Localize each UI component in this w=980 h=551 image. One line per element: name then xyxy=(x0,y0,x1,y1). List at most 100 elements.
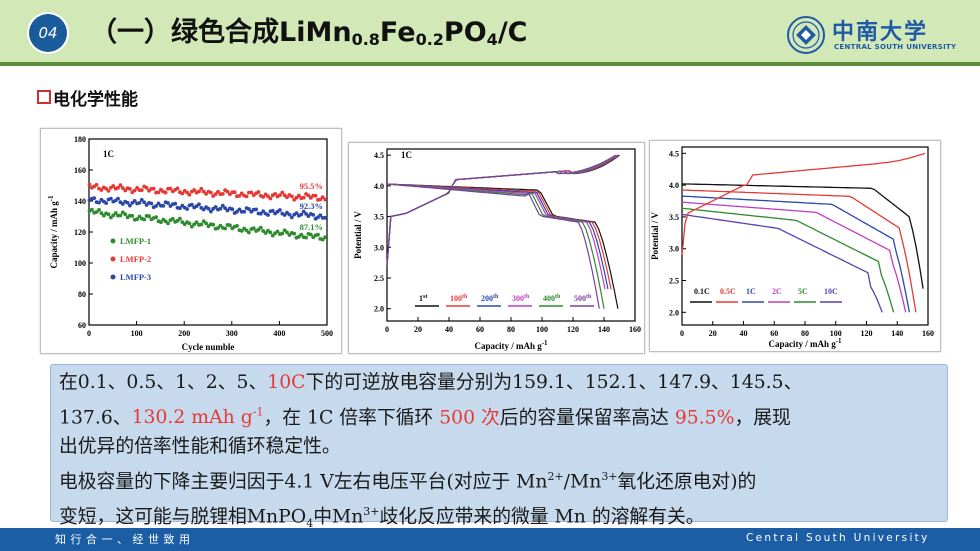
y-tick-label: 4.5 xyxy=(669,149,679,158)
data-point-lmfp-1 xyxy=(130,214,135,218)
y-tick-label: 4.0 xyxy=(669,181,679,190)
data-point-lmfp-3 xyxy=(142,200,147,205)
legend-label-lmfp-2: LMFP-2 xyxy=(120,254,151,264)
charge-curve-500 xyxy=(386,154,616,266)
data-point-lmfp-2 xyxy=(144,185,149,190)
title-po: PO xyxy=(443,17,487,48)
charge-curve-0.5C xyxy=(681,152,926,256)
data-point-lmfp-2 xyxy=(106,189,111,193)
data-point-lmfp-1 xyxy=(159,220,163,225)
data-point-lmfp-2 xyxy=(111,184,116,188)
data-point-lmfp-2 xyxy=(156,190,161,195)
data-point-lmfp-3 xyxy=(120,202,125,206)
discharge-curve-5C xyxy=(681,207,895,313)
discharge-curve-500 xyxy=(386,183,600,309)
x-axis-label: Capacity / mAh g-1 xyxy=(768,337,842,349)
data-point-lmfp-1 xyxy=(320,237,325,242)
y-tick-label: 140 xyxy=(74,197,86,206)
summary-line-2: 137.6、130.2 mAh g-1，在 1C 倍率下循环 500 次后的容量… xyxy=(59,398,939,433)
data-point-lmfp-1 xyxy=(239,229,244,233)
text-highlight: 500 次 xyxy=(439,406,500,428)
data-point-lmfp-1 xyxy=(194,220,199,225)
y-tick-label: 3.5 xyxy=(374,213,384,222)
data-point-lmfp-2 xyxy=(199,186,204,191)
summary-line-5: 变短，这可能与脱锂相MnPO4中Mn3+歧化反应带来的微量 Mn 的溶解有关。 xyxy=(59,497,939,539)
data-point-lmfp-3 xyxy=(318,213,323,218)
x-tick-label: 60 xyxy=(476,325,484,334)
text-sup: 3+ xyxy=(363,504,380,518)
text-highlight: 10C xyxy=(267,372,306,393)
legend-marker-lmfp-1 xyxy=(110,238,116,244)
data-point-lmfp-1 xyxy=(90,207,94,212)
legend: LMFP-1 LMFP-2 LMFP-3 xyxy=(110,236,151,282)
data-point-lmfp-2 xyxy=(261,195,266,199)
data-point-lmfp-2 xyxy=(185,190,190,195)
title-prefix: （一）绿色合成LiMn xyxy=(90,17,352,48)
retention-label-lmfp-3: 92.3% xyxy=(300,201,323,211)
data-point-lmfp-3 xyxy=(104,201,108,205)
data-point-lmfp-1 xyxy=(178,216,182,221)
text-sub: 4 xyxy=(306,516,314,530)
data-point-lmfp-1 xyxy=(299,232,304,237)
data-point-lmfp-2 xyxy=(180,191,185,196)
data-point-lmfp-1 xyxy=(182,222,187,227)
x-tick-label: 20 xyxy=(709,329,717,338)
cycle-performance-chart: 0 100 200 300 400 500 60 80 100 120 140 160 180 1C L… xyxy=(40,128,342,354)
data-point-lmfp-3 xyxy=(242,209,247,214)
data-point-lmfp-2 xyxy=(297,193,301,198)
y-tick-label: 2.5 xyxy=(374,274,384,283)
data-point-lmfp-2 xyxy=(201,189,206,194)
data-point-lmfp-3 xyxy=(161,204,166,208)
retention-label-lmfp-2: 95.5% xyxy=(300,181,323,191)
data-point-lmfp-3 xyxy=(223,206,228,210)
x-tick-label: 200 xyxy=(178,329,190,338)
data-point-lmfp-1 xyxy=(223,226,228,231)
data-point-lmfp-3 xyxy=(323,215,327,220)
data-point-lmfp-3 xyxy=(230,207,235,212)
x-tick-label: 120 xyxy=(567,325,579,334)
data-point-lmfp-1 xyxy=(280,231,285,236)
title-fe: Fe xyxy=(379,17,416,48)
text-span: ，展现 xyxy=(734,406,791,428)
data-point-lmfp-2 xyxy=(87,182,92,187)
data-point-lmfp-2 xyxy=(306,193,311,198)
data-point-lmfp-3 xyxy=(97,200,101,205)
data-point-lmfp-3 xyxy=(311,213,316,217)
x-tick-label: 120 xyxy=(861,329,873,338)
data-point-lmfp-3 xyxy=(237,207,242,212)
data-point-lmfp-3 xyxy=(306,214,311,218)
data-point-lmfp-1 xyxy=(304,235,308,240)
y-tick-label: 100 xyxy=(74,259,86,268)
data-point-lmfp-3 xyxy=(261,209,266,214)
text-highlight: 130.2 mAh g-1 xyxy=(131,405,264,428)
data-point-lmfp-3 xyxy=(278,208,282,212)
discharge-curve-400 xyxy=(386,183,605,309)
text-span: 电极容量的下降主要归因于4.1 V左右电压平台(对应于 Mn xyxy=(59,471,548,493)
footer-university: Central South University xyxy=(746,532,930,544)
x-tick-label: 60 xyxy=(770,329,778,338)
legend-label-lmfp-3: LMFP-3 xyxy=(120,272,151,282)
data-point-lmfp-2 xyxy=(118,183,123,188)
y-tick-label: 120 xyxy=(74,228,86,237)
legend-marker-lmfp-3 xyxy=(110,274,116,280)
discharge-curve-200 xyxy=(386,183,609,290)
data-point-lmfp-2 xyxy=(268,196,273,201)
data-point-lmfp-1 xyxy=(118,213,123,218)
x-tick-label: 0 xyxy=(87,329,91,338)
data-point-lmfp-3 xyxy=(116,196,120,201)
data-point-lmfp-2 xyxy=(168,186,173,191)
data-point-lmfp-1 xyxy=(270,233,275,238)
section-bullet-icon xyxy=(37,90,51,104)
charge-curve-300 xyxy=(386,154,618,266)
data-point-lmfp-1 xyxy=(187,221,192,226)
data-point-lmfp-3 xyxy=(220,203,225,208)
legend-marker-lmfp-2 xyxy=(110,256,116,262)
text-highlight: 95.5% xyxy=(674,406,735,428)
data-point-lmfp-1 xyxy=(235,224,239,228)
x-tick-label: 100 xyxy=(131,329,143,338)
data-point-lmfp-1 xyxy=(166,221,170,226)
data-point-lmfp-3 xyxy=(294,211,299,215)
data-point-lmfp-1 xyxy=(285,230,289,235)
data-point-lmfp-1 xyxy=(123,212,128,217)
title-sub-o: 4 xyxy=(486,30,498,49)
